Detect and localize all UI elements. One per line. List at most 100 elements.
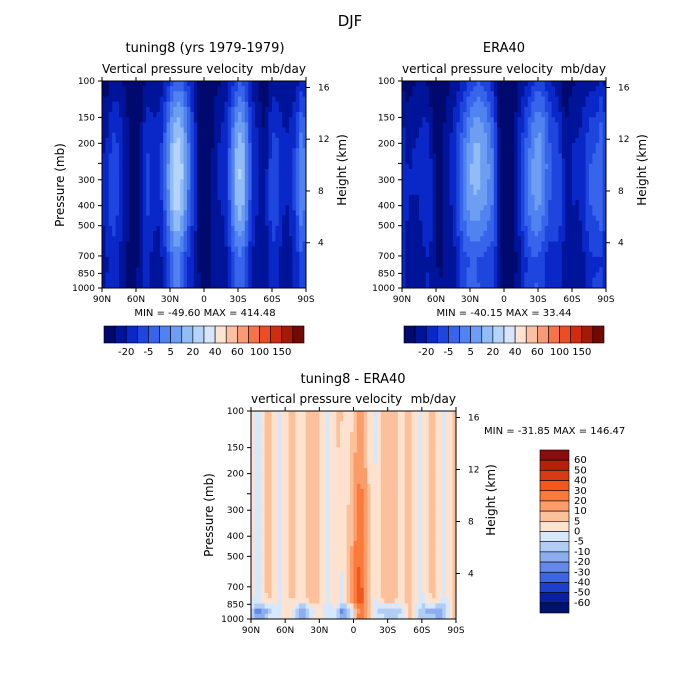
field-cell <box>415 137 420 144</box>
field-cell <box>292 282 297 289</box>
field-cell <box>176 205 181 211</box>
field-cell <box>541 174 546 180</box>
field-cell <box>429 215 433 222</box>
field-cell <box>565 215 569 222</box>
field-cell <box>153 200 157 206</box>
field-cell <box>483 163 488 170</box>
field-cell <box>446 210 450 216</box>
field-cell <box>595 231 600 237</box>
field-cell <box>183 168 188 175</box>
field-cell <box>490 122 495 128</box>
field-cell <box>142 220 147 227</box>
field-cell <box>470 163 474 170</box>
field-cell <box>504 277 508 284</box>
field-cell <box>241 106 246 113</box>
field-cell <box>575 96 580 103</box>
field-cell <box>231 267 235 273</box>
field-cell <box>510 117 515 123</box>
field-cell <box>490 148 495 154</box>
field-cell <box>592 158 597 165</box>
field-cell <box>197 194 201 201</box>
field-cell <box>402 231 406 237</box>
field-cell <box>275 148 280 154</box>
field-cell <box>442 205 447 211</box>
field-cell <box>159 179 164 185</box>
field-cell <box>595 282 600 289</box>
field-cell <box>412 168 416 175</box>
field-cell <box>402 148 406 154</box>
field-cell <box>538 189 542 196</box>
field-cell <box>187 168 191 175</box>
field-cell <box>146 241 150 247</box>
field-cell <box>507 86 512 92</box>
field-cell <box>493 163 498 170</box>
field-cell <box>527 184 532 191</box>
field-cell <box>221 210 225 216</box>
field-cell <box>122 241 127 247</box>
field-cell <box>497 236 501 242</box>
field-cell <box>442 210 447 216</box>
field-cell <box>136 236 140 242</box>
field-cell <box>480 236 484 242</box>
field-cell <box>439 184 444 191</box>
field-cell <box>470 112 474 118</box>
panel-subtitle-left: vertical pressure velocity <box>402 62 553 76</box>
field-cell <box>227 220 232 227</box>
field-cell <box>180 241 184 247</box>
field-cell <box>265 122 269 128</box>
field-cell <box>302 205 307 211</box>
field-cell <box>446 158 450 165</box>
field-cell <box>142 205 147 211</box>
field-cell <box>129 200 133 206</box>
field-cell <box>524 246 529 253</box>
field-cell <box>136 210 140 216</box>
field-cell <box>163 122 167 128</box>
field-cell <box>241 153 246 160</box>
colorbar-swatch <box>514 325 527 344</box>
field-cell <box>436 256 440 263</box>
field-cell <box>408 220 413 227</box>
field-cell <box>176 241 181 247</box>
field-cell <box>129 163 133 170</box>
field-cell <box>115 148 120 154</box>
field-cell <box>534 272 539 279</box>
field-cell <box>224 148 229 154</box>
field-cell <box>183 137 188 144</box>
field-cell <box>234 215 239 222</box>
field-cell <box>442 262 447 268</box>
field-cell <box>555 153 559 160</box>
field-cell <box>200 153 205 160</box>
field-cell <box>575 91 580 97</box>
field-cell <box>136 148 140 154</box>
field-cell <box>139 272 144 279</box>
field-cell <box>295 106 300 113</box>
field-cell <box>142 277 147 284</box>
field-cell <box>459 184 464 191</box>
field-cell <box>112 179 116 185</box>
field-cell <box>282 163 286 170</box>
field-cell <box>200 81 205 87</box>
field-cell <box>170 117 174 123</box>
field-cell <box>483 112 488 118</box>
field-cell <box>285 163 290 170</box>
field-cell <box>295 272 300 279</box>
field-cell <box>251 163 256 170</box>
field-cell <box>193 132 198 139</box>
field-cell <box>534 210 539 216</box>
field-cell <box>187 91 191 97</box>
field-cell <box>244 231 249 237</box>
field-cell <box>224 106 229 113</box>
field-cell <box>582 81 586 87</box>
field-cell <box>176 189 181 196</box>
field-cell <box>244 137 249 144</box>
field-cell <box>295 112 300 118</box>
field-cell <box>190 194 195 201</box>
field-cell <box>105 200 110 206</box>
field-cell <box>207 215 212 222</box>
field-cell <box>555 225 559 232</box>
field-cell <box>470 189 474 196</box>
field-cell <box>112 127 116 134</box>
field-cell <box>146 236 150 242</box>
field-cell <box>555 251 559 258</box>
field-cell <box>459 86 464 92</box>
